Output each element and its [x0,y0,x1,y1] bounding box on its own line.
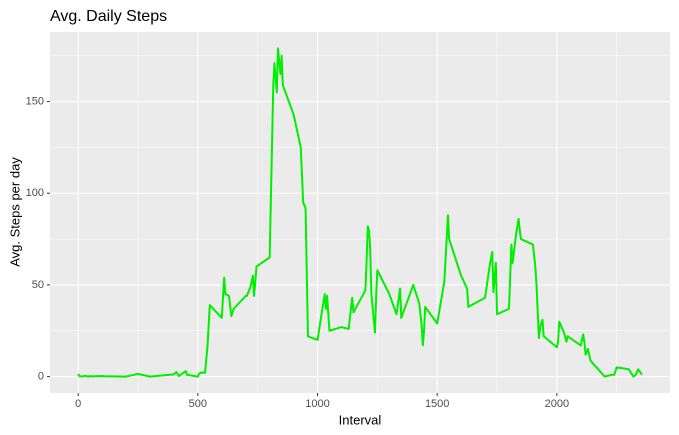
chart-title: Avg. Daily Steps [50,8,167,25]
x-tick-label: 1000 [305,398,329,410]
y-tick-label: 50 [32,279,44,291]
x-tick-label: 0 [75,398,81,410]
line [77,47,643,378]
x-tick-label: 1500 [425,398,449,410]
y-axis-label: Avg. Steps per day [7,157,22,267]
x-axis-label: Interval [339,412,382,427]
y-tick-label: 150 [26,95,44,107]
x-tick-label: 2000 [545,398,569,410]
plot-panel [50,32,670,393]
x-tick-label: 500 [189,398,207,410]
y-tick-label: 100 [26,187,44,199]
y-tick-label: 0 [38,370,44,382]
